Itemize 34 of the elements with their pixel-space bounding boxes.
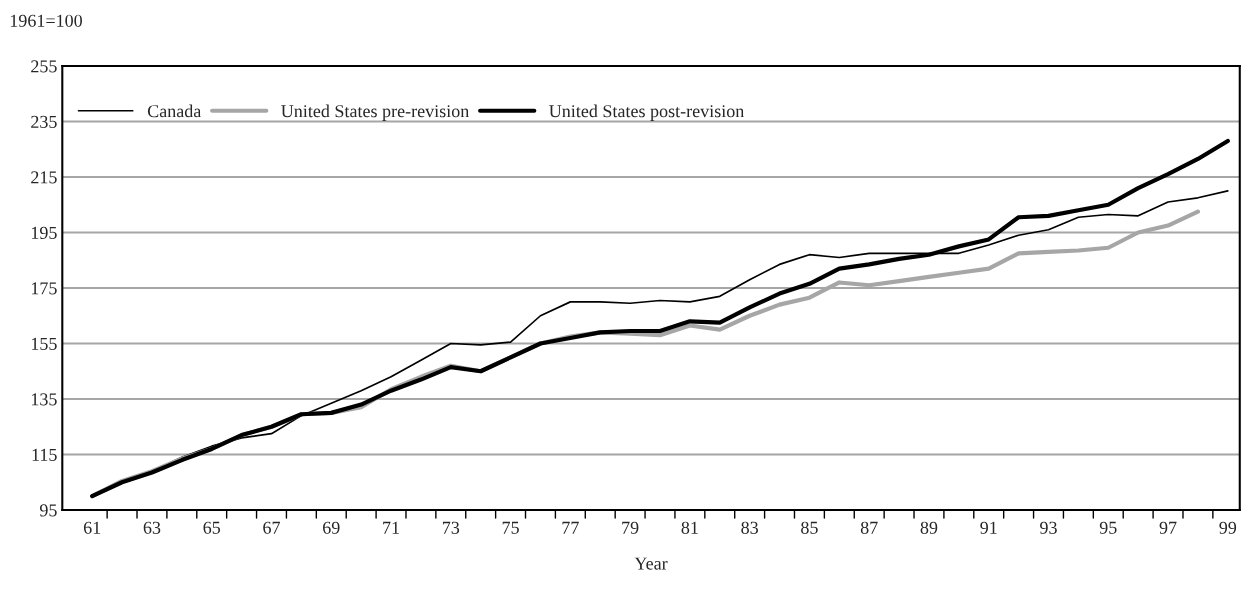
y-tick-label: 215 [31,171,57,184]
x-tick-label: 87 [860,521,878,534]
x-tick-label: 71 [383,521,399,534]
x-tick-label: 79 [622,521,639,534]
x-tick-label: 97 [1159,521,1177,534]
y-tick-label: 195 [31,226,57,239]
x-tick-label: 99 [1219,521,1237,534]
x-tick-label: 95 [1099,521,1117,534]
x-tick-label: 85 [801,521,818,534]
x-tick-label: 89 [920,521,938,534]
x-tick-label: 61 [83,521,101,534]
x-tick-label: 83 [741,521,758,534]
legend-label: United States pre-revision [281,104,470,121]
y-tick-label: 235 [31,115,57,128]
x-tick-label: 93 [1040,521,1057,534]
y-tick-label: 95 [39,504,57,517]
y-tick-label: 175 [31,282,57,295]
x-tick-label: 63 [143,521,161,534]
y-tick-label: 135 [31,393,57,406]
x-tick-label: 69 [323,521,340,534]
x-tick-label: 81 [681,521,698,534]
y-tick-label: 115 [32,448,57,461]
legend-label: Canada [147,104,202,118]
x-tick-label: 73 [442,521,460,534]
x-tick-label: 67 [263,521,280,534]
legend-label: United States post-revision [549,104,745,121]
y-tick-label: 255 [31,60,57,73]
x-axis-title: Year [634,557,668,570]
x-tick-label: 77 [562,521,579,534]
x-tick-label: 91 [980,521,997,534]
x-tick-label: 65 [203,521,221,534]
y-tick-label: 155 [31,337,57,350]
y-axis-title: 1961=100 [10,14,82,27]
x-tick-label: 75 [502,521,519,534]
